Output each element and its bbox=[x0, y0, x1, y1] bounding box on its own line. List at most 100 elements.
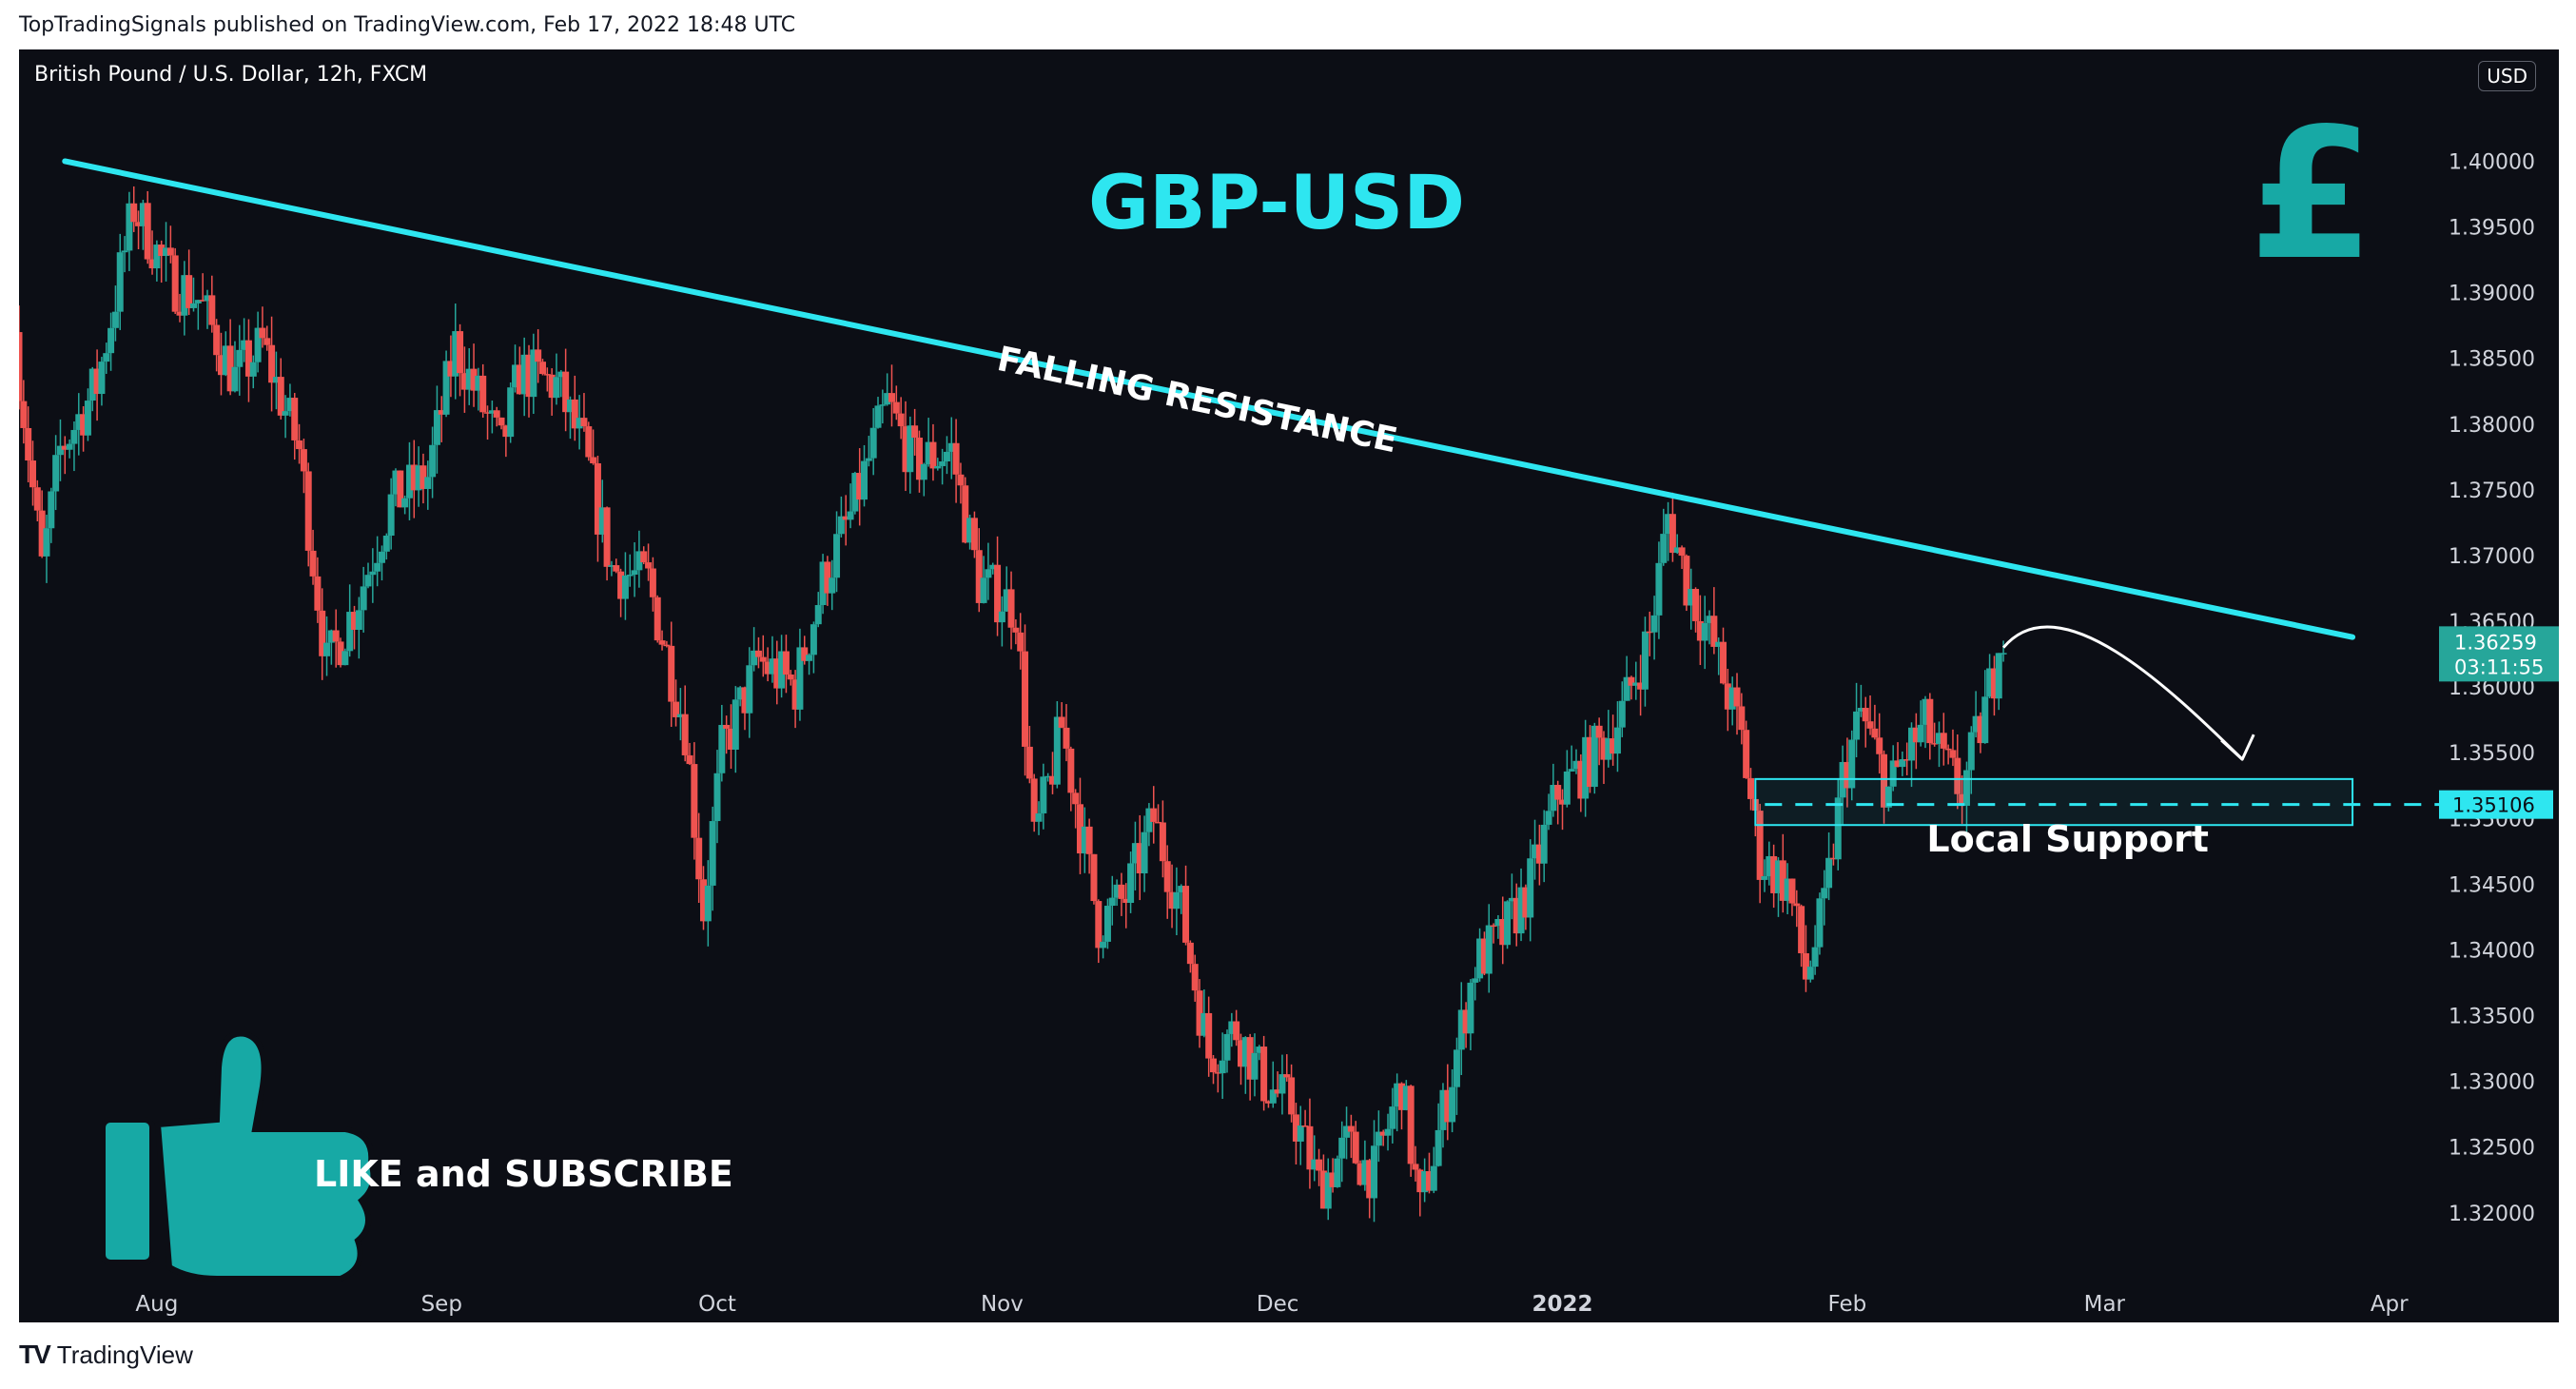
candle-up bbox=[1178, 886, 1185, 892]
candle-up bbox=[943, 451, 950, 461]
candle-up bbox=[189, 303, 197, 308]
candle-down bbox=[535, 349, 542, 362]
candle-up bbox=[1044, 775, 1052, 778]
candle-up bbox=[1857, 708, 1864, 712]
candle-up bbox=[360, 586, 367, 611]
local-support-label: Local Support bbox=[1926, 818, 2209, 860]
candle-up bbox=[488, 410, 496, 414]
chart-panel[interactable]: 1.32000 1.32500 1.33000 1.33500 1.34000 1.345… bbox=[19, 49, 2559, 1322]
candle-down bbox=[1159, 822, 1166, 862]
candle-up bbox=[989, 564, 997, 570]
candle-down bbox=[1912, 727, 1920, 743]
candle-down bbox=[498, 417, 505, 426]
candle-down bbox=[1444, 1089, 1452, 1123]
candle-down bbox=[911, 425, 919, 438]
candle-down bbox=[1292, 1114, 1299, 1142]
candle-up bbox=[222, 345, 229, 376]
candle-up bbox=[1922, 698, 1929, 725]
candle-down bbox=[897, 413, 905, 427]
candlestick-chart[interactable]: 1.32000 1.32500 1.33000 1.33500 1.34000 1.345… bbox=[19, 49, 2559, 1322]
symbol-label[interactable]: British Pound / U.S. Dollar, 12h, FXCM bbox=[34, 63, 428, 87]
candle-up bbox=[70, 429, 78, 444]
candle-up bbox=[1100, 941, 1107, 949]
candle-down bbox=[824, 561, 831, 594]
candle-up bbox=[1848, 739, 1856, 789]
candle-up bbox=[369, 571, 377, 576]
candle-down bbox=[1977, 715, 1984, 744]
candle-up bbox=[934, 465, 942, 469]
candle-down bbox=[957, 474, 965, 486]
candle-up bbox=[1453, 1049, 1460, 1087]
candle-up bbox=[1324, 1172, 1332, 1209]
candle-down bbox=[502, 425, 510, 438]
tradingview-footer[interactable]: TV TradingView bbox=[19, 1340, 193, 1370]
candle-down bbox=[213, 324, 221, 356]
candle-down bbox=[144, 203, 151, 260]
candle-down bbox=[1949, 750, 1957, 758]
candle-up bbox=[1995, 653, 2002, 699]
candle-up bbox=[1343, 1125, 1351, 1138]
candle-up bbox=[847, 511, 854, 520]
candle-down bbox=[300, 449, 307, 472]
candle-up bbox=[1375, 1131, 1382, 1146]
candle-up bbox=[346, 612, 354, 652]
candle-up bbox=[810, 624, 817, 655]
candle-down bbox=[590, 457, 597, 463]
candle-up bbox=[732, 699, 739, 750]
candle-up bbox=[236, 349, 244, 367]
candle-up bbox=[925, 441, 932, 464]
candle-up bbox=[1590, 725, 1598, 788]
candle-up bbox=[980, 577, 987, 603]
candle-down bbox=[1319, 1170, 1327, 1209]
candle-up bbox=[907, 425, 914, 473]
candle-down bbox=[1522, 887, 1530, 918]
candle-down bbox=[1425, 1171, 1433, 1191]
candle-up bbox=[512, 364, 519, 388]
candle-down bbox=[1876, 737, 1883, 754]
candle-up bbox=[1508, 897, 1515, 902]
candle-down bbox=[420, 465, 427, 489]
candle-up bbox=[1131, 843, 1139, 864]
candle-down bbox=[1076, 804, 1083, 854]
candle-down bbox=[25, 427, 32, 461]
candle-down bbox=[994, 564, 1002, 623]
candle-down bbox=[1756, 811, 1764, 880]
candle-up bbox=[1650, 615, 1658, 633]
candle-down bbox=[38, 510, 46, 557]
candle-up bbox=[1334, 1158, 1341, 1187]
price-tick-label: 1.40000 bbox=[2449, 150, 2535, 174]
candle-up bbox=[1623, 676, 1630, 701]
candle-down bbox=[319, 610, 326, 656]
candle-down bbox=[1554, 785, 1562, 800]
candle-up bbox=[884, 393, 891, 405]
falling-resistance-label: FALLING RESISTANCE bbox=[994, 340, 1401, 460]
candle-down bbox=[1058, 716, 1065, 728]
candle-up bbox=[1806, 967, 1814, 980]
candle-up bbox=[153, 245, 161, 269]
candle-down bbox=[1022, 651, 1029, 747]
candle-down bbox=[33, 487, 41, 511]
time-tick-label: Sep bbox=[421, 1292, 462, 1317]
candle-down bbox=[686, 754, 693, 765]
candle-down bbox=[130, 203, 138, 223]
price-tick-label: 1.35500 bbox=[2449, 742, 2535, 766]
candle-down bbox=[19, 332, 23, 401]
candle-up bbox=[1641, 631, 1649, 690]
candle-up bbox=[920, 463, 927, 480]
candle-down bbox=[1260, 1047, 1268, 1102]
candle-up bbox=[231, 366, 239, 392]
candle-down bbox=[1049, 775, 1057, 785]
candle-up bbox=[56, 445, 64, 456]
candle-down bbox=[691, 764, 698, 838]
candle-up bbox=[1527, 858, 1534, 918]
candle-down bbox=[1264, 1101, 1272, 1104]
candle-down bbox=[562, 371, 570, 413]
candle-up bbox=[985, 569, 992, 578]
currency-badge[interactable]: USD bbox=[2478, 61, 2536, 91]
candle-down bbox=[741, 687, 749, 714]
candle-up bbox=[204, 295, 211, 302]
candle-up bbox=[181, 275, 188, 316]
candle-up bbox=[1103, 906, 1111, 942]
price-tick-label: 1.38500 bbox=[2449, 348, 2535, 372]
candle-up bbox=[557, 371, 565, 378]
